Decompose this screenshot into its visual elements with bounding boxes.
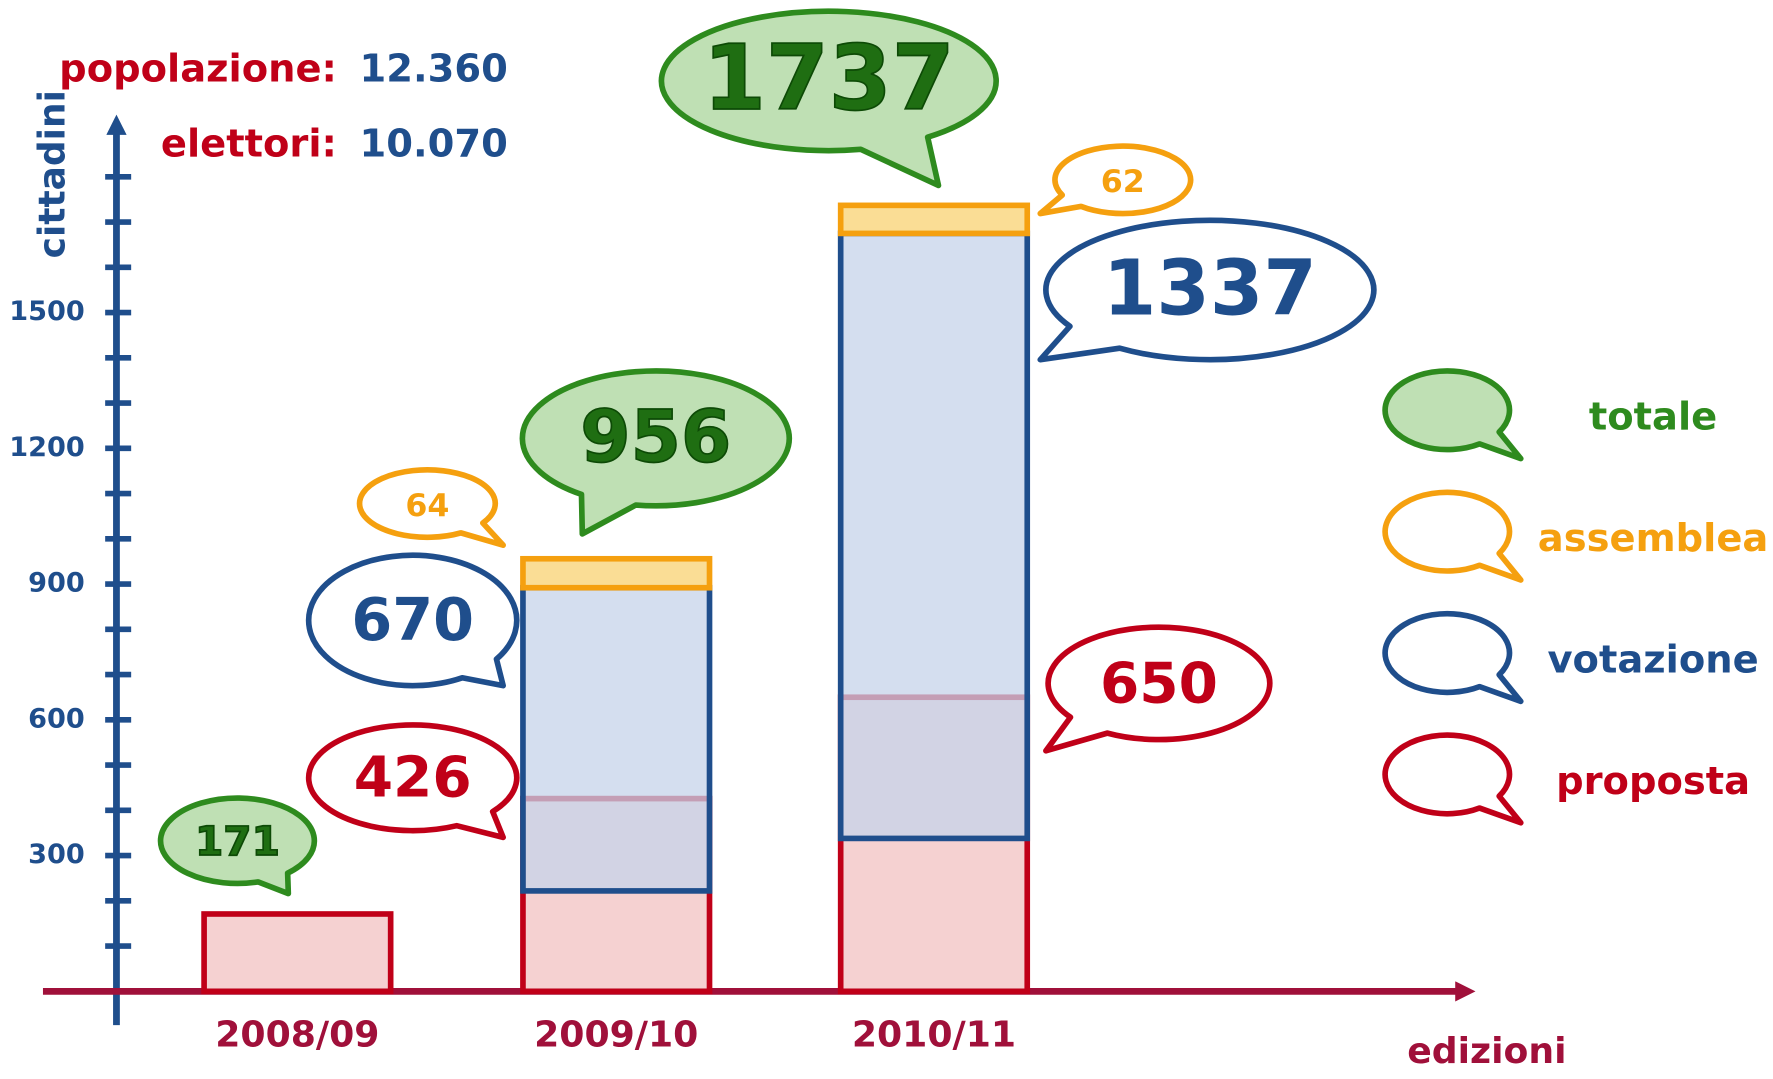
y-tick-label: 900 xyxy=(28,568,85,599)
bar-segment xyxy=(841,233,1028,838)
legend-swatch xyxy=(1385,735,1521,823)
data-label: 62 xyxy=(1101,164,1145,200)
y-tick-label: 1500 xyxy=(9,296,85,327)
chart-body: popolazione: 12.360 elettori: 10.070 cittadi… xyxy=(9,11,1768,1072)
y-tick-label: 300 xyxy=(28,839,85,870)
data-label: 1337 xyxy=(1103,244,1317,333)
y-tick-label: 1200 xyxy=(9,432,85,463)
annotation-value: 10.070 xyxy=(360,122,508,167)
legend-swatch xyxy=(1385,492,1521,580)
data-label: 956 xyxy=(580,396,731,480)
legend-label: assemblea xyxy=(1538,516,1769,561)
data-label: 171 xyxy=(195,817,280,865)
legend-label: totale xyxy=(1589,395,1717,440)
x-tick-label: 2008/09 xyxy=(215,1013,379,1055)
annotation-label: elettori: xyxy=(161,122,337,167)
bar-segment xyxy=(523,559,710,588)
legend-label: votazione xyxy=(1547,638,1758,683)
bar-segment xyxy=(841,205,1028,233)
data-label: 426 xyxy=(354,746,472,811)
y-tick-label: 600 xyxy=(28,703,85,734)
legend-swatch xyxy=(1385,371,1521,459)
bar-segment xyxy=(204,914,391,991)
x-axis-title: edizioni xyxy=(1407,1030,1566,1072)
annotation-label: popolazione: xyxy=(59,46,337,91)
data-label: 670 xyxy=(351,586,474,654)
data-label: 64 xyxy=(405,488,449,524)
x-tick-label: 2009/10 xyxy=(534,1013,698,1055)
bar-segment xyxy=(523,588,710,891)
chart: popolazione: 12.360 elettori: 10.070 cittadi… xyxy=(0,0,1773,1079)
legend-label: proposta xyxy=(1556,759,1750,804)
legend-swatch xyxy=(1385,614,1521,702)
y-axis-title: cittadini xyxy=(31,90,73,258)
annotation-value: 12.360 xyxy=(360,46,508,91)
x-tick-label: 2010/11 xyxy=(852,1013,1016,1055)
data-label: 1737 xyxy=(703,26,955,131)
data-label: 650 xyxy=(1100,651,1218,716)
